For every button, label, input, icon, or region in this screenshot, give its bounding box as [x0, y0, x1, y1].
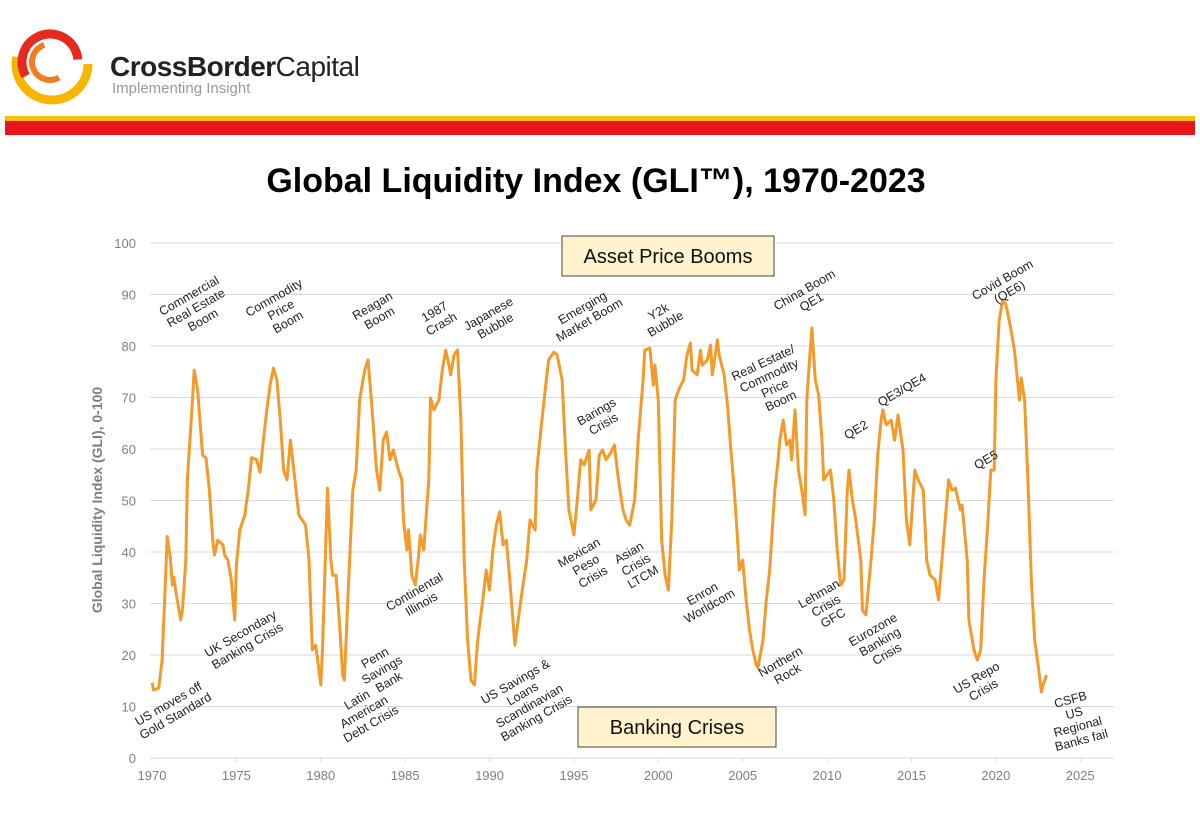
y-tick-label: 30	[122, 597, 136, 612]
y-tick-label: 10	[122, 700, 136, 715]
logo-ring	[29, 41, 71, 83]
y-tick-label: 0	[129, 751, 136, 766]
label-box-text: Banking Crises	[610, 717, 745, 739]
y-axis-label: Global Liquidity Index (GLI), 0-100	[89, 387, 105, 614]
x-tick-label: 2025	[1066, 768, 1095, 783]
annotation-line: QE3/QE4	[875, 371, 928, 410]
logo-ring	[11, 23, 93, 105]
y-tick-label: 50	[122, 494, 136, 509]
label-box	[577, 706, 777, 748]
annotation: QE5	[972, 448, 1001, 473]
x-tick-label: 1975	[222, 768, 251, 783]
logo-ring	[17, 29, 83, 95]
annotation-line: QE2	[842, 418, 871, 443]
label-box	[561, 235, 775, 277]
x-tick-label: 1970	[138, 768, 167, 783]
y-tick-label: 20	[122, 648, 136, 663]
annotation: QE2	[842, 418, 871, 443]
brand: CrossBorderCapital	[110, 51, 359, 82]
x-tick-label: 2000	[644, 768, 673, 783]
y-tick-label: 70	[122, 391, 136, 406]
annotation-line: QE5	[972, 448, 1001, 473]
y-tick-label: 90	[122, 288, 136, 303]
x-tick-label: 2015	[897, 768, 926, 783]
gli-line	[150, 298, 1048, 694]
annotation-line: US	[1064, 704, 1084, 722]
chart-title: Global Liquidity Index (GLI™), 1970-2023	[266, 162, 925, 200]
x-tick-label: 1980	[306, 768, 335, 783]
header-band	[5, 116, 1195, 121]
tagline: Implementing Insight	[112, 80, 251, 97]
y-tick-label: 40	[122, 545, 136, 560]
annotation: QE3/QE4	[875, 371, 928, 410]
x-tick-label: 2005	[728, 768, 757, 783]
label-box-text: Asset Price Booms	[584, 246, 753, 268]
y-tick-label: 80	[122, 339, 136, 354]
header-band	[5, 121, 1195, 135]
x-tick-label: 1985	[391, 768, 420, 783]
brand-regular: Capital	[276, 51, 360, 82]
y-tick-label: 60	[122, 442, 136, 457]
x-tick-label: 2010	[813, 768, 842, 783]
y-tick-label: 100	[114, 236, 136, 251]
x-tick-label: 1990	[475, 768, 504, 783]
brand-bold: CrossBorder	[110, 51, 276, 82]
x-tick-label: 2020	[981, 768, 1010, 783]
x-tick-label: 1995	[559, 768, 588, 783]
logo	[11, 23, 93, 105]
